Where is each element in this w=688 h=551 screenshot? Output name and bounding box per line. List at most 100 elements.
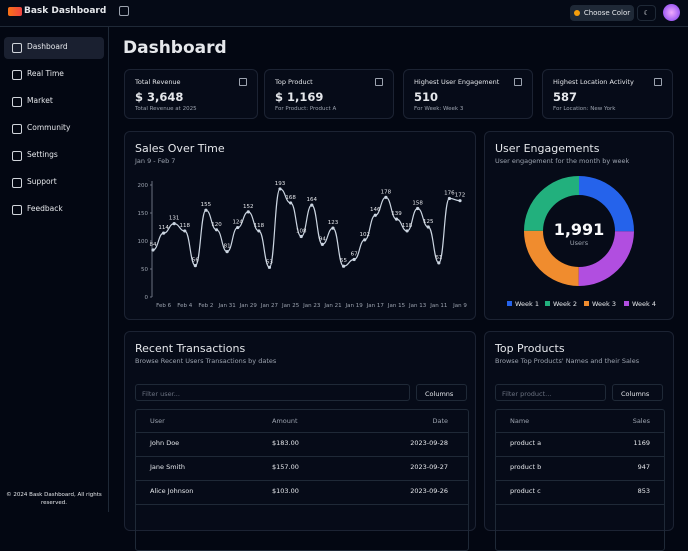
nav-item[interactable]: Settings xyxy=(27,150,58,159)
table-cell: $157.00 xyxy=(272,463,299,471)
row-divider xyxy=(136,480,468,481)
columns-button[interactable]: Columns xyxy=(416,384,467,401)
y-tick-label: 200 xyxy=(138,183,149,189)
data-point xyxy=(458,199,462,203)
column-header[interactable]: Name xyxy=(510,417,530,425)
nav-item[interactable]: Feedback xyxy=(27,204,63,213)
column-header[interactable]: Date xyxy=(432,417,448,425)
legend-swatch xyxy=(545,301,550,306)
data-label: 146 xyxy=(370,207,381,213)
card-subtitle: Jan 9 - Feb 7 xyxy=(135,157,176,165)
x-tick-label: Jan 19 xyxy=(345,303,364,309)
y-tick-label: 100 xyxy=(138,239,149,245)
data-point xyxy=(310,203,314,207)
data-point xyxy=(405,229,409,233)
stat-note: For Location: New York xyxy=(553,106,616,112)
nav-item[interactable]: Dashboard xyxy=(27,42,68,51)
column-header[interactable]: User xyxy=(150,417,165,425)
table-cell: 947 xyxy=(637,463,650,471)
center-label: Users xyxy=(570,239,589,247)
stat-value: 510 xyxy=(414,90,439,104)
row-divider xyxy=(136,456,468,457)
legend-label: Week 3 xyxy=(592,300,616,308)
stat-icon xyxy=(375,78,383,86)
stat-value: $ 1,169 xyxy=(275,90,324,104)
row-divider xyxy=(136,432,468,433)
data-label: 118 xyxy=(402,223,413,229)
data-label: 81 xyxy=(224,244,231,250)
sidebar-toggle[interactable] xyxy=(119,6,129,16)
center-value: 1,991 xyxy=(554,220,605,239)
data-point xyxy=(394,217,399,221)
x-tick-label: Jan 15 xyxy=(387,303,406,309)
sales-line xyxy=(152,188,461,268)
data-label: 193 xyxy=(275,181,286,187)
data-point xyxy=(426,225,430,229)
stat-title: Highest User Engagement xyxy=(414,78,500,86)
y-tick-label: 0 xyxy=(145,295,149,301)
nav-item[interactable]: Market xyxy=(27,96,53,105)
data-point xyxy=(172,222,176,226)
sales-card: Sales Over Time Jan 9 - Feb 7 0 50 100 150 2… xyxy=(124,131,476,320)
stat-note: For Product: Product A xyxy=(275,106,337,112)
button-label: Choose Color xyxy=(583,9,631,17)
table-cell: Alice Johnson xyxy=(150,487,194,495)
stat-title: Top Product xyxy=(275,78,313,86)
row-divider xyxy=(496,480,664,481)
stat-value: 587 xyxy=(553,90,578,104)
products-card: Top Products Browse Top Products' Names a… xyxy=(484,331,674,551)
data-point xyxy=(416,206,420,211)
data-label: 67 xyxy=(351,251,358,257)
data-point xyxy=(161,231,166,235)
choose-color-button[interactable]: Choose Color xyxy=(570,5,634,21)
card-title: Recent Transactions xyxy=(135,342,246,355)
legend-swatch xyxy=(507,301,512,306)
table-cell: $103.00 xyxy=(272,487,299,495)
page-title: Dashboard xyxy=(123,38,227,58)
x-tick-label: Jan 27 xyxy=(260,303,279,309)
data-label: 108 xyxy=(296,229,307,235)
filter-input[interactable]: Filter user... xyxy=(135,384,410,401)
column-header[interactable]: Amount xyxy=(272,417,298,425)
stat-icon xyxy=(514,78,522,86)
nav-item[interactable]: Real Time xyxy=(27,69,64,78)
nav-item[interactable]: Support xyxy=(27,177,57,186)
columns-button[interactable]: Columns xyxy=(612,384,663,401)
data-label: 124 xyxy=(232,220,243,226)
data-point xyxy=(363,238,367,242)
table-cell: John Doe xyxy=(150,439,180,447)
data-point xyxy=(331,226,335,230)
stat-icon xyxy=(654,78,662,86)
brand[interactable]: Bask Dashboard xyxy=(24,6,107,16)
table-cell: Jane Smith xyxy=(150,463,186,471)
x-tick-label: Jan 17 xyxy=(366,303,385,309)
nav-item[interactable]: Community xyxy=(27,123,71,132)
page: Bask Dashboard Choose Color ☾ © 2024 Bas… xyxy=(0,4,688,551)
data-label: 172 xyxy=(455,193,466,199)
data-point xyxy=(193,264,197,268)
data-point xyxy=(384,195,388,199)
card-subtitle: User engagement for the month by week xyxy=(495,157,630,165)
data-point xyxy=(257,229,261,233)
filter-input[interactable]: Filter product... xyxy=(495,384,606,401)
footer: © 2024 Bask Dashboard, All rights reserv… xyxy=(6,492,102,506)
x-tick-label: Jan 21 xyxy=(323,303,341,309)
column-header[interactable]: Sales xyxy=(632,417,650,425)
nav-icon xyxy=(12,205,22,215)
avatar[interactable] xyxy=(663,4,680,21)
data-label: 155 xyxy=(201,202,212,208)
transactions-card: Recent Transactions Browse Recent Users T… xyxy=(124,331,476,551)
donut-slice xyxy=(579,176,634,232)
card-subtitle: Browse Top Products' Names and their Sal… xyxy=(495,357,640,365)
data-label: 61 xyxy=(435,255,442,261)
donut-slice xyxy=(524,176,579,231)
data-label: 56 xyxy=(192,258,199,264)
y-tick-label: 150 xyxy=(138,211,149,217)
table-cell: 853 xyxy=(637,487,650,495)
data-label: 118 xyxy=(180,223,191,229)
x-tick-label: Jan 23 xyxy=(302,303,321,309)
data-point xyxy=(320,242,324,246)
theme-toggle[interactable]: ☾ xyxy=(637,5,656,21)
row-divider xyxy=(496,432,664,433)
